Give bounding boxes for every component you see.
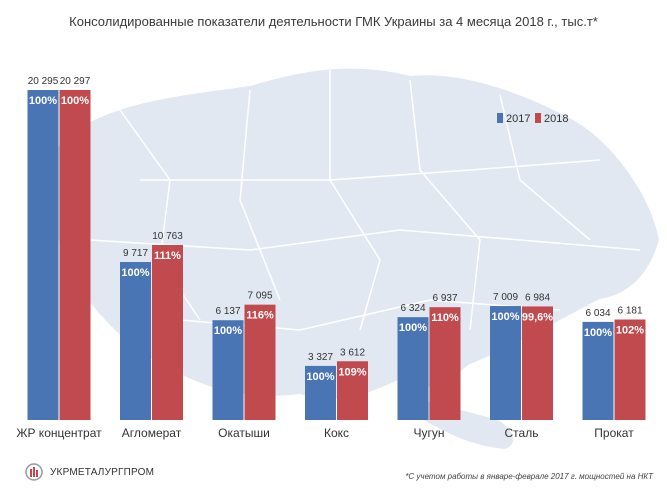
bar-pct-label: 100% — [121, 267, 149, 279]
map-region-border — [140, 159, 601, 181]
bar-value-label: 6 324 — [400, 303, 425, 314]
logo-text: УКРМЕТАЛУРГПРОМ — [50, 466, 155, 478]
bar-pct-label: 100% — [584, 327, 612, 339]
bar-pct-label: 110% — [431, 312, 459, 324]
bar-value-label: 10 763 — [152, 231, 183, 242]
bar-pct-label: 100% — [306, 371, 334, 383]
bar-pct-label: 102% — [616, 325, 644, 337]
bar-2018 — [614, 319, 646, 420]
bar-value-label: 20 297 — [60, 76, 91, 87]
bar-value-label: 20 295 — [28, 76, 59, 87]
map-region-border — [409, 79, 481, 331]
bar-2017 — [305, 365, 336, 420]
category-label: Прокат — [594, 426, 634, 440]
logo: УКРМЕТАЛУРГПРОМ — [24, 462, 154, 482]
chart-title: Консолидированные показатели деятельност… — [69, 14, 598, 29]
map-region-border — [239, 89, 281, 301]
bar-value-label: 3 612 — [340, 347, 365, 358]
legend: 2017 2018 — [497, 113, 568, 125]
bar-value-label: 6 181 — [617, 306, 642, 317]
bar-pct-label: 100% — [29, 95, 57, 107]
bar-pct-label: 100% — [491, 311, 519, 323]
bar-value-label: 6 137 — [215, 306, 240, 317]
bar-2017 — [27, 90, 59, 420]
legend-swatch-2018 — [535, 113, 541, 123]
bar-value-label: 6 984 — [525, 292, 550, 303]
bar-2018 — [522, 306, 553, 420]
category-label: Окатыши — [218, 426, 270, 440]
map-region-border — [499, 94, 591, 241]
bar-pct-label: 99,6% — [522, 311, 553, 323]
bar-2018 — [244, 304, 276, 420]
category-label: Чугун — [413, 426, 444, 440]
bar-value-label: 7 009 — [493, 292, 518, 303]
category-label: Сталь — [505, 426, 539, 440]
bar-2017 — [397, 317, 429, 420]
bar-value-label: 6 034 — [585, 308, 610, 319]
bar-pct-label: 100% — [399, 322, 427, 334]
bar-2018 — [429, 307, 461, 420]
bar-pct-label: 116% — [246, 310, 274, 322]
footnote: *С учетом работы в январе-феврале 2017 г… — [405, 472, 653, 481]
bar-2018 — [152, 245, 183, 420]
bar-2017 — [582, 321, 614, 420]
bar-value-label: 6 937 — [432, 293, 457, 304]
bar-2017 — [120, 262, 151, 420]
map-region-border — [329, 70, 381, 331]
bar-pct-label: 100% — [214, 325, 242, 337]
bar-pct-label: 100% — [61, 95, 89, 107]
category-label: Агломерат — [122, 426, 182, 440]
map-region-border — [89, 229, 641, 251]
bar-2018 — [59, 90, 91, 420]
bar-2017 — [212, 320, 244, 420]
logo-icon — [25, 463, 43, 481]
bar-2017 — [490, 306, 521, 420]
category-label: Кокс — [324, 426, 349, 440]
legend-label-2018: 2018 — [544, 113, 568, 125]
bar-value-label: 7 095 — [247, 291, 272, 302]
legend-swatch-2017 — [497, 113, 503, 123]
bar-value-label: 3 327 — [308, 352, 333, 363]
bar-pct-label: 109% — [338, 366, 366, 378]
legend-label-2017: 2017 — [506, 113, 530, 125]
bar-2018 — [337, 361, 368, 420]
bar-pct-label: 111% — [154, 250, 181, 262]
category-label: ЖР концентрат — [16, 426, 102, 440]
bar-value-label: 9 717 — [123, 248, 148, 259]
